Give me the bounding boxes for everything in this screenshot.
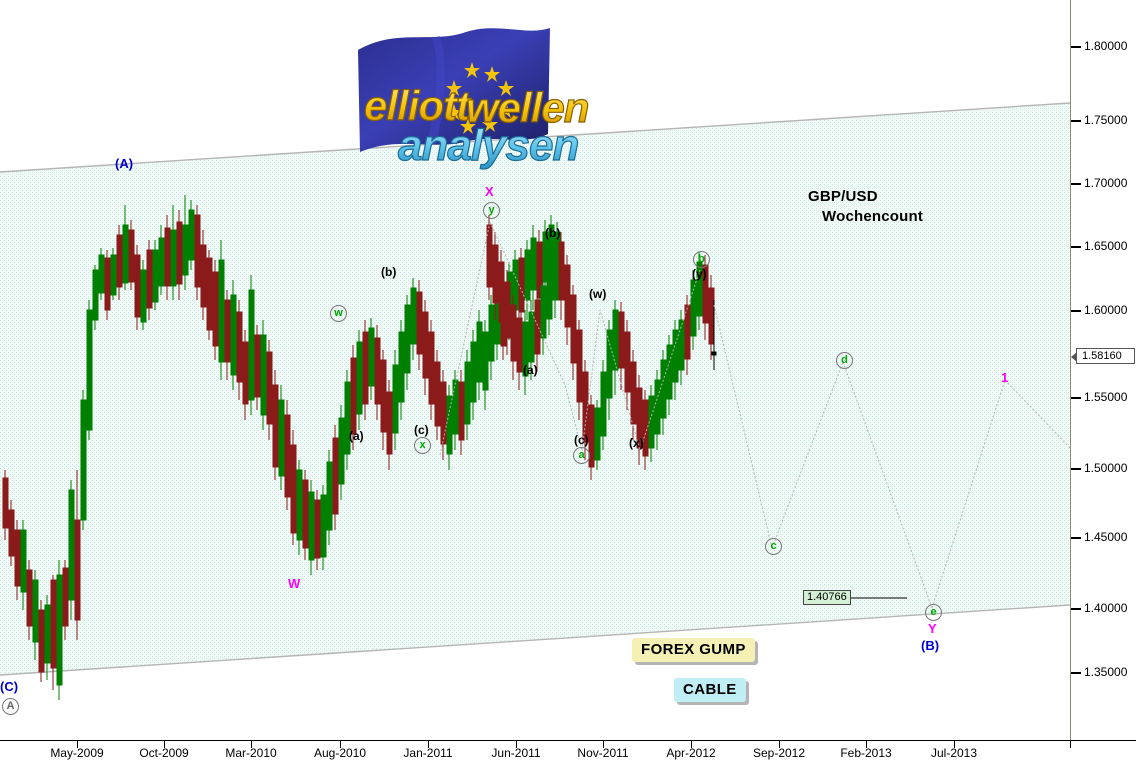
svg-text:wellen: wellen <box>466 84 588 131</box>
price-tick <box>1071 183 1081 185</box>
price-tick <box>1071 397 1081 399</box>
wave-label-d-circled: d <box>836 352 853 369</box>
price-axis-label: 1.45000 <box>1084 530 1128 544</box>
price-tick <box>1071 672 1081 674</box>
svg-text:analysen: analysen <box>398 121 578 170</box>
timeframe-title: Wochencount <box>822 208 924 225</box>
wave-label-X-major: X <box>485 184 494 199</box>
candlestick-series <box>2 195 561 700</box>
wave-label-Y-major: Y <box>928 621 937 636</box>
wave-label-w2: (w) <box>589 287 607 301</box>
time-tick <box>779 741 780 748</box>
wave-label-c-circled: c <box>765 538 782 555</box>
wave-label-x2: (x) <box>629 436 644 450</box>
time-tick <box>516 741 517 748</box>
elliott-wellen-analysen-logo: elliott wellen analysen <box>336 22 608 174</box>
time-axis-label: Aug-2010 <box>313 746 367 760</box>
wave-label-b2: (b) <box>545 226 561 240</box>
svg-text:elliott: elliott <box>364 82 472 129</box>
price-axis[interactable]: 1.80000 1.75000 1.70000 1.65000 1.60000 … <box>1070 0 1136 740</box>
price-axis-label: 1.80000 <box>1084 39 1128 53</box>
time-axis-label: Sep-2012 <box>752 746 806 760</box>
time-axis-label: Mar-2010 <box>225 746 277 760</box>
price-axis-label: 1.70000 <box>1084 176 1128 190</box>
time-axis-label: Feb-2013 <box>840 746 892 760</box>
time-axis-label: Apr-2012 <box>666 746 716 760</box>
wave-label-a2: (a) <box>523 363 538 377</box>
forex-gump-badge: FOREX GUMP <box>632 638 755 662</box>
wave-projection-path <box>439 221 1070 609</box>
price-tick <box>1071 468 1081 470</box>
wave-label-a-circled: a <box>573 447 590 464</box>
wave-label-a1: (a) <box>349 429 364 443</box>
channel-lower-line <box>0 604 1070 676</box>
time-axis-label: Jun-2011 <box>491 746 541 760</box>
wave-label-B-major: (B) <box>921 638 940 653</box>
price-tick <box>1071 120 1081 122</box>
time-axis-label: Jul-2013 <box>930 746 978 760</box>
wave-label-A-circled: A <box>2 698 19 715</box>
price-axis-label: 1.65000 <box>1084 239 1128 253</box>
wave-label-x-circled: x <box>414 437 431 454</box>
time-axis-label: Jan-2011 <box>403 746 453 760</box>
wave-label-c1: (c) <box>414 423 429 437</box>
time-axis[interactable]: May-2009 Oct-2009 Mar-2010 Aug-2010 Jan-… <box>0 740 1136 762</box>
time-tick <box>866 741 867 748</box>
time-tick <box>691 741 692 748</box>
instrument-title: GBP/USD <box>808 188 878 205</box>
price-tick <box>1071 46 1081 48</box>
time-tick <box>77 741 78 748</box>
time-tick <box>164 741 165 748</box>
time-tick <box>251 741 252 748</box>
price-tick <box>1071 310 1081 312</box>
wave-label-C-major: (C) <box>0 679 19 694</box>
wave-label-e-circled: e <box>925 604 942 621</box>
wave-label-w-circled: w <box>330 305 347 322</box>
price-axis-label: 1.75000 <box>1084 113 1128 127</box>
time-axis-label: May-2009 <box>50 746 104 760</box>
price-axis-label: 1.50000 <box>1084 461 1128 475</box>
price-axis-label: 1.55000 <box>1084 390 1128 404</box>
price-tick <box>1071 246 1081 248</box>
cable-badge: CABLE <box>674 678 746 702</box>
wave-label-y2: (y) <box>692 267 707 281</box>
wave-label-b-circled: b <box>693 251 710 268</box>
wave-label-y-circled: y <box>483 202 500 219</box>
price-axis-label: 1.60000 <box>1084 303 1128 317</box>
time-tick <box>954 741 955 748</box>
time-axis-label: Nov-2011 <box>577 746 629 760</box>
time-tick <box>603 741 604 748</box>
time-tick <box>428 741 429 748</box>
price-tick <box>1071 537 1081 539</box>
wave-label-one: 1 <box>1001 370 1009 385</box>
target-price-label: 1.40766 <box>803 590 851 605</box>
chart-svg <box>0 102 1070 700</box>
price-channel-band <box>0 103 1070 675</box>
wave-label-W-major: W <box>288 576 301 591</box>
wave-label-A-major: (A) <box>115 156 134 171</box>
time-tick <box>340 741 341 748</box>
candlestick-series-recent <box>486 215 717 480</box>
time-tick <box>1070 741 1071 748</box>
time-axis-label: Oct-2009 <box>139 746 189 760</box>
wave-label-c2: (c) <box>574 433 589 447</box>
price-axis-label: 1.40000 <box>1084 601 1128 615</box>
price-tick <box>1071 608 1081 610</box>
price-chart-canvas[interactable]: elliott wellen analysen GBP/USD Wochenco… <box>0 0 1070 740</box>
current-price-tag[interactable]: 1.58160 <box>1071 348 1135 364</box>
wave-label-b1: (b) <box>381 265 397 279</box>
price-axis-label: 1.35000 <box>1084 665 1128 679</box>
